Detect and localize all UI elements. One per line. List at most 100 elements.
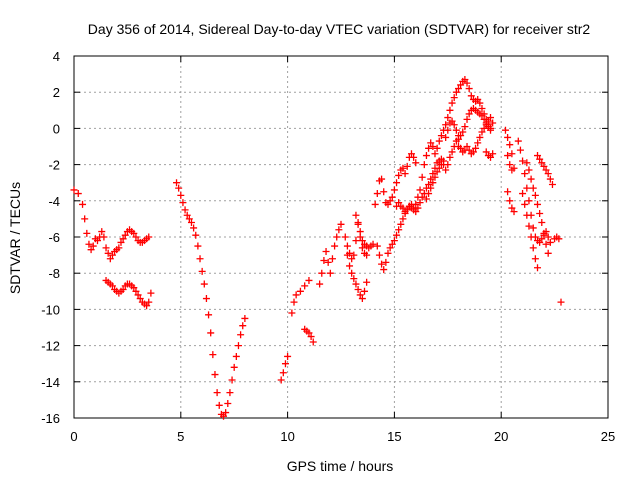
data-point [213, 389, 221, 397]
series-arc-s [501, 126, 516, 158]
data-point [474, 95, 482, 103]
data-point [420, 161, 428, 169]
x-tick-label: 5 [177, 429, 184, 444]
y-tick-label: 4 [53, 49, 60, 64]
series-arc-g [301, 325, 317, 346]
data-point [529, 244, 537, 252]
data-point [425, 144, 433, 152]
data-point [523, 184, 531, 192]
data-point [369, 240, 377, 248]
data-point [115, 244, 123, 252]
data-point [220, 412, 228, 420]
x-tick-label: 10 [280, 429, 294, 444]
data-point [544, 233, 552, 241]
data-point [397, 220, 405, 228]
data-point [237, 331, 245, 339]
data-point [117, 238, 125, 246]
data-point [108, 251, 116, 259]
data-point [200, 280, 208, 288]
data-point [322, 247, 330, 255]
data-point [482, 121, 490, 129]
data-point [87, 246, 95, 254]
data-point [536, 238, 544, 246]
data-point [478, 128, 486, 136]
data-point [384, 249, 392, 257]
y-tick-label: -10 [41, 302, 60, 317]
data-point [380, 188, 388, 196]
data-point [378, 260, 386, 268]
data-point [326, 269, 334, 277]
data-point [534, 200, 542, 208]
data-point [145, 233, 153, 241]
data-point [480, 124, 488, 132]
data-point [425, 181, 433, 189]
data-point [446, 153, 454, 161]
data-point [542, 240, 550, 248]
data-point [386, 244, 394, 252]
data-point [501, 126, 509, 134]
data-point [89, 242, 97, 250]
data-point [427, 139, 435, 147]
data-point [463, 79, 471, 87]
data-point [514, 137, 522, 145]
y-tick-label: -16 [41, 411, 60, 426]
data-point [132, 287, 140, 295]
data-point [209, 351, 217, 359]
chart-title: Day 356 of 2014, Sidereal Day-to-day VTE… [88, 21, 591, 37]
data-point [205, 311, 213, 319]
data-point [202, 295, 210, 303]
data-point [506, 161, 514, 169]
data-point [465, 146, 473, 154]
data-point [489, 119, 497, 127]
data-point [136, 295, 144, 303]
data-point [448, 148, 456, 156]
data-point [346, 262, 354, 270]
data-point [393, 179, 401, 187]
data-point [506, 141, 514, 149]
y-tick-label: 0 [53, 121, 60, 136]
series-arc-a [70, 186, 108, 254]
data-point [461, 123, 469, 131]
data-point [431, 173, 439, 181]
plot-frame [73, 55, 609, 419]
data-point [318, 269, 326, 277]
data-point [446, 106, 454, 114]
data-point [277, 376, 285, 384]
series-outlier [557, 298, 565, 306]
data-point [196, 255, 204, 263]
data-point [341, 233, 349, 241]
data-point [555, 235, 563, 243]
y-axis-label: SDTVAR / TECUs [7, 182, 23, 294]
data-point [435, 137, 443, 145]
data-point [352, 280, 360, 288]
y-tick-label: -12 [41, 339, 60, 354]
data-point [390, 237, 398, 245]
data-point [454, 132, 462, 140]
data-point [98, 228, 106, 236]
data-point [281, 360, 289, 368]
data-point [358, 244, 366, 252]
series-arc-w [519, 190, 542, 272]
data-point [119, 235, 127, 243]
data-point [450, 94, 458, 102]
data-point [348, 255, 356, 263]
data-point [450, 121, 458, 129]
data-point [348, 269, 356, 277]
data-point [119, 285, 127, 293]
data-point [106, 255, 114, 263]
data-point [175, 184, 183, 192]
data-point [425, 190, 433, 198]
data-point [474, 139, 482, 147]
data-point [444, 114, 452, 122]
data-point [472, 144, 480, 152]
data-point [100, 233, 108, 241]
data-point [527, 233, 535, 241]
data-point [335, 226, 343, 234]
data-point [81, 215, 89, 223]
series-arc-l [373, 104, 495, 274]
data-point [544, 249, 552, 257]
data-point [538, 159, 546, 167]
data-point [508, 150, 516, 158]
data-point [222, 409, 230, 417]
